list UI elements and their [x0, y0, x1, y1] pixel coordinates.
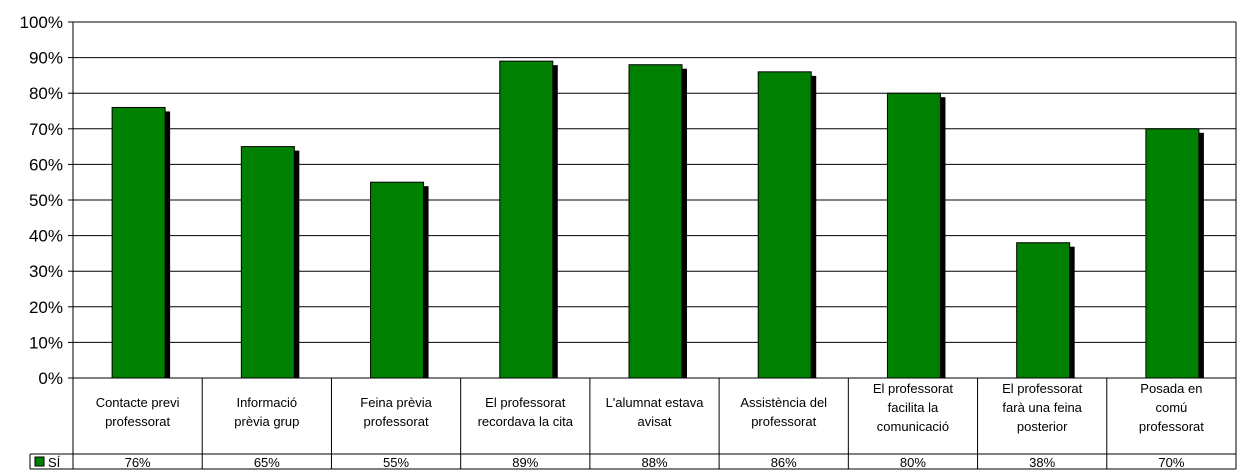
category-label: posterior [1017, 419, 1068, 434]
category-label: professorat [364, 414, 429, 429]
category-label: El professorat [485, 395, 566, 410]
data-label: 65% [254, 455, 280, 470]
bar [757, 71, 812, 379]
legend-label: SÍ [48, 455, 61, 470]
category-label: professorat [105, 414, 170, 429]
y-tick-label: 60% [29, 155, 63, 174]
data-label: 89% [512, 455, 538, 470]
category-label: farà una feina [1002, 400, 1082, 415]
category-label: recordava la cita [478, 414, 574, 429]
y-tick-label: 10% [29, 333, 63, 352]
y-tick-label: 50% [29, 191, 63, 210]
bar [628, 64, 683, 379]
bar [1145, 128, 1200, 379]
y-tick-label: 70% [29, 120, 63, 139]
category-label: Informació [236, 395, 297, 410]
category-label: Posada en [1140, 381, 1202, 396]
category-label: professorat [1139, 419, 1204, 434]
data-label: 70% [1158, 455, 1184, 470]
data-label: 38% [1029, 455, 1055, 470]
category-label: L'alumnat estava [606, 395, 705, 410]
category-label: Feina prèvia [360, 395, 432, 410]
bar [886, 92, 941, 379]
bar [499, 60, 554, 379]
category-label: professorat [751, 414, 816, 429]
category-label: El professorat [1002, 381, 1083, 396]
y-tick-label: 100% [20, 13, 63, 32]
bar [240, 146, 295, 379]
category-label: facilita la [888, 400, 939, 415]
category-label: Contacte previ [96, 395, 180, 410]
legend-swatch [34, 456, 45, 467]
category-label: avisat [638, 414, 672, 429]
data-label: 76% [125, 455, 151, 470]
y-tick-label: 0% [38, 369, 63, 388]
category-label: comunicació [877, 419, 949, 434]
y-tick-label: 30% [29, 262, 63, 281]
bar [1016, 242, 1071, 379]
y-tick-label: 90% [29, 49, 63, 68]
category-label: El professorat [873, 381, 954, 396]
bar [111, 106, 166, 379]
category-label: Assistència del [740, 395, 827, 410]
data-label: 86% [771, 455, 797, 470]
data-label: 88% [641, 455, 667, 470]
y-tick-label: 20% [29, 298, 63, 317]
data-label: 55% [383, 455, 409, 470]
data-label: 80% [900, 455, 926, 470]
bar [370, 181, 425, 379]
y-tick-label: 40% [29, 227, 63, 246]
category-label: prèvia grup [234, 414, 299, 429]
category-label: comú [1155, 400, 1187, 415]
y-tick-label: 80% [29, 84, 63, 103]
